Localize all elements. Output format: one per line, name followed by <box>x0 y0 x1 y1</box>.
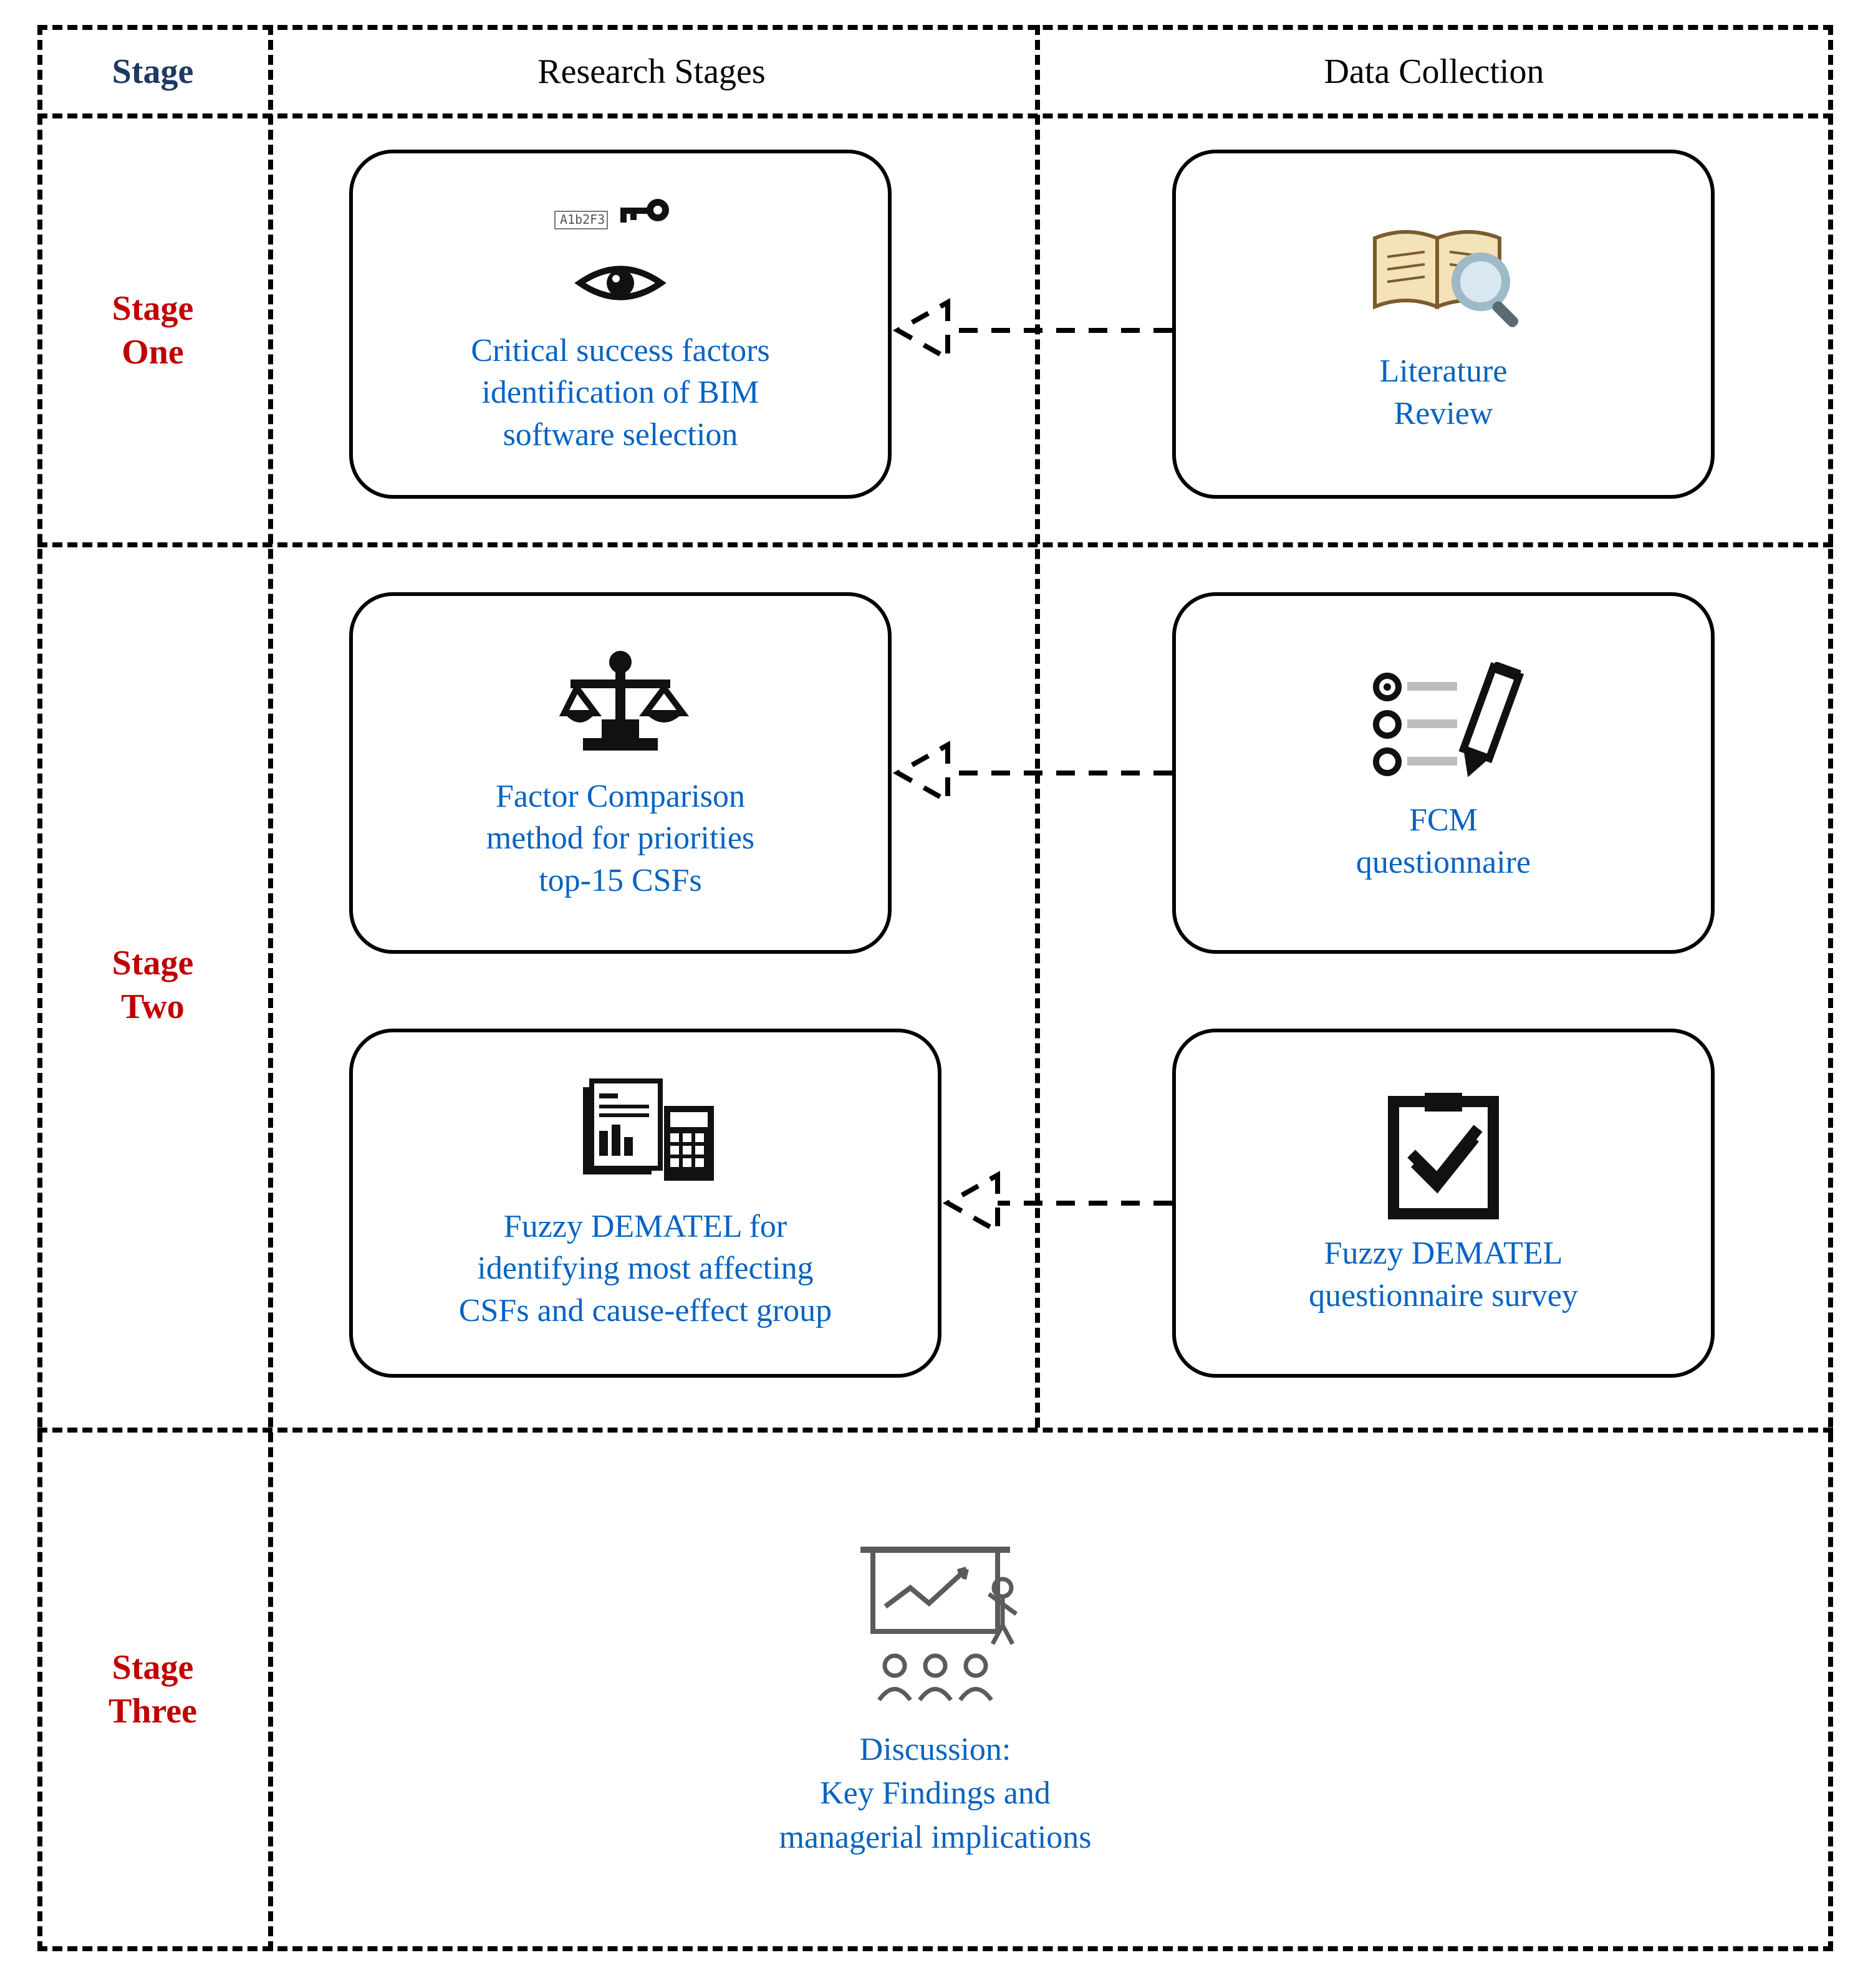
col-divider-1 <box>268 25 273 1951</box>
node-dematel-q: Fuzzy DEMATEL questionnaire survey <box>1172 1029 1715 1378</box>
stage1-bottom <box>37 542 1833 547</box>
stage-one-text: Stage One <box>112 287 194 374</box>
stage-two-label: Stage Two <box>37 542 268 1428</box>
balance-scale-icon <box>546 645 695 763</box>
node-discussion-caption: Discussion: Key Findings and managerial … <box>779 1728 1091 1860</box>
report-calculator-icon <box>571 1075 720 1193</box>
presentation-icon <box>835 1544 1035 1709</box>
node-discussion: Discussion: Key Findings and managerial … <box>623 1490 1247 1914</box>
header-data: Data Collection <box>1035 25 1833 118</box>
stage-one-label: Stage One <box>37 118 268 542</box>
header-research-text: Research Stages <box>537 52 765 92</box>
stage-three-text: Stage Three <box>108 1646 197 1733</box>
node-fcm-method-caption: Factor Comparison method for priorities … <box>486 776 754 902</box>
node-lit-caption: Literature Review <box>1380 350 1508 435</box>
header-data-text: Data Collection <box>1324 52 1544 92</box>
canvas: Stage Research Stages Data Collection St… <box>0 0 1868 1988</box>
arrow-demq-to-dem <box>941 1166 1172 1241</box>
node-csf: A1b2F3 Critical success factors identifi… <box>349 150 892 499</box>
book-magnifier-icon <box>1362 213 1524 338</box>
node-lit: Literature Review <box>1172 150 1715 499</box>
node-dematel-q-caption: Fuzzy DEMATEL questionnaire survey <box>1309 1232 1578 1317</box>
header-stage: Stage <box>37 25 268 118</box>
svg-text:A1b2F3: A1b2F3 <box>560 212 605 227</box>
node-csf-caption: Critical success factors identification … <box>471 330 769 456</box>
arrow-fcmq-to-fcm <box>892 736 1172 810</box>
clipboard-check-icon <box>1381 1089 1506 1220</box>
arrow-lit-to-csf <box>892 293 1172 368</box>
header-stage-text: Stage <box>112 52 194 92</box>
stage2-bottom <box>37 1428 1833 1433</box>
node-fcm-q: FCM questionnaire <box>1172 592 1715 954</box>
node-dematel: Fuzzy DEMATEL for identifying most affec… <box>349 1029 941 1378</box>
stage-two-text: Stage Two <box>112 941 194 1029</box>
node-dematel-caption: Fuzzy DEMATEL for identifying most affec… <box>459 1206 832 1332</box>
stage-three-label: Stage Three <box>37 1428 268 1951</box>
node-fcm-method: Factor Comparison method for priorities … <box>349 592 892 954</box>
header-research: Research Stages <box>268 25 1035 118</box>
key-eye-icon: A1b2F3 <box>549 193 692 317</box>
checklist-pencil-icon <box>1362 662 1524 787</box>
node-fcm-q-caption: FCM questionnaire <box>1356 799 1531 883</box>
